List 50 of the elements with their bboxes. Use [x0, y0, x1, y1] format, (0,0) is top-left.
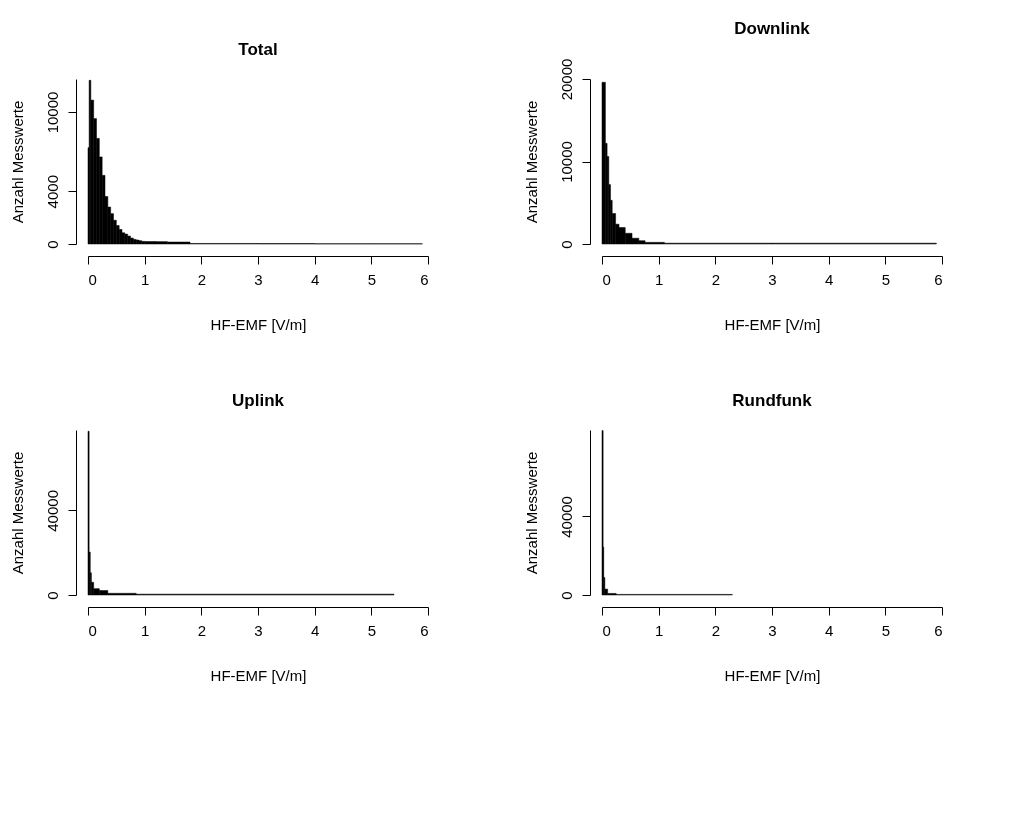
- x-tick-label: 3: [768, 270, 777, 288]
- x-tick-label: 2: [197, 621, 207, 639]
- x-axis-title: HF-EMF [V/m]: [210, 315, 307, 333]
- chart-title: Rundfunk: [732, 391, 813, 410]
- y-tick-label: 40000: [43, 490, 61, 532]
- y-tick-label: 20000: [557, 58, 575, 101]
- y-tick-label: 40000: [557, 496, 575, 538]
- x-tick-label: 1: [654, 270, 664, 288]
- x-tick-label: 4: [824, 621, 834, 639]
- x-axis-title: HF-EMF [V/m]: [724, 315, 821, 333]
- y-tick-label: 4000: [43, 175, 61, 209]
- x-tick-label: 6: [934, 621, 943, 639]
- x-tick-label: 1: [654, 621, 664, 639]
- y-axis-title: Anzahl Messwerte: [8, 451, 26, 575]
- x-tick-label: 5: [367, 621, 377, 639]
- y-tick-label: 10000: [43, 91, 61, 134]
- chart-title: Total: [238, 40, 278, 59]
- x-tick-label: 5: [881, 270, 891, 288]
- x-tick-label: 3: [768, 621, 777, 639]
- x-tick-label: 6: [420, 270, 429, 288]
- x-tick-label: 2: [197, 270, 207, 288]
- x-tick-label: 4: [310, 270, 320, 288]
- x-tick-label: 4: [310, 621, 320, 639]
- chart-title: Uplink: [232, 391, 285, 410]
- x-tick-label: 0: [88, 621, 97, 639]
- x-tick-label: 4: [824, 270, 834, 288]
- x-tick-label: 6: [934, 270, 943, 288]
- x-tick-label: 0: [602, 621, 611, 639]
- x-tick-label: 2: [711, 621, 721, 639]
- x-axis-title: HF-EMF [V/m]: [210, 666, 307, 684]
- x-tick-label: 5: [367, 270, 377, 288]
- chart-title: Downlink: [734, 19, 811, 39]
- y-axis-title: Anzahl Messwerte: [8, 100, 26, 224]
- x-tick-label: 3: [254, 270, 263, 288]
- x-tick-label: 1: [140, 270, 150, 288]
- y-axis-title: Anzahl Messwerte: [522, 100, 540, 224]
- x-axis-title: HF-EMF [V/m]: [724, 666, 821, 684]
- x-tick-label: 2: [711, 270, 721, 288]
- x-tick-label: 0: [602, 270, 611, 288]
- x-tick-label: 1: [140, 621, 150, 639]
- y-axis-title: Anzahl Messwerte: [522, 451, 540, 575]
- x-tick-label: 3: [254, 621, 263, 639]
- y-tick-label: 0: [43, 240, 61, 249]
- y-tick-label: 0: [43, 591, 61, 600]
- x-tick-label: 0: [88, 270, 97, 288]
- x-tick-label: 5: [881, 621, 891, 639]
- y-tick-label: 10000: [557, 141, 575, 183]
- y-tick-label: 0: [557, 591, 575, 600]
- x-tick-label: 6: [420, 621, 429, 639]
- y-tick-label: 0: [557, 240, 575, 249]
